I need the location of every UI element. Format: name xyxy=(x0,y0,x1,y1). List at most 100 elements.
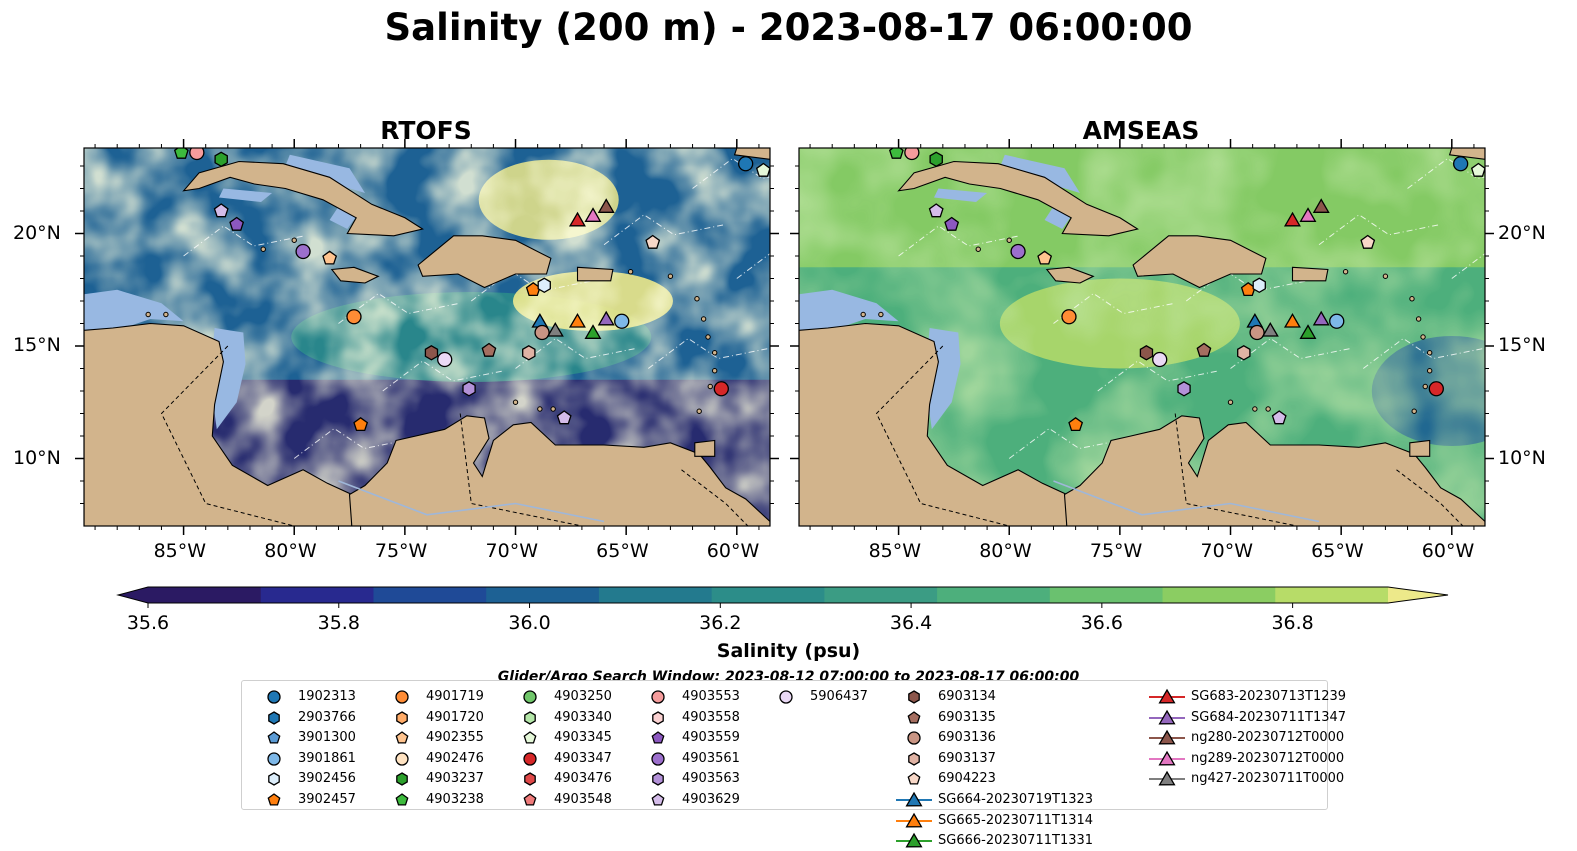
shelf-region xyxy=(1000,154,1080,193)
colorbar-tick-label: 36.8 xyxy=(1271,612,1314,634)
marker-4903563 xyxy=(1177,381,1191,397)
colorbar-bin xyxy=(148,587,262,603)
lon-tick-label: 70°W xyxy=(485,540,538,562)
colorbar-bin xyxy=(1049,587,1164,603)
legend-label: ng427-20230711T0000 xyxy=(1191,771,1345,787)
marker-SG665-20230711T1314 xyxy=(568,313,586,328)
marker-SG666-20230711T1331 xyxy=(584,324,602,339)
marker-6903136 xyxy=(1249,324,1265,341)
legend-label: 3901300 xyxy=(298,730,356,746)
marker-6903135 xyxy=(1196,342,1212,357)
colorbar-tick-label: 35.6 xyxy=(126,612,170,634)
marker-4903629 xyxy=(928,203,944,218)
legend-label: 4902476 xyxy=(426,750,484,766)
lat-tick-label: 15°N xyxy=(13,334,61,356)
marker-4903559 xyxy=(229,216,245,231)
land-mass xyxy=(182,160,424,237)
marker-3901861 xyxy=(614,313,630,329)
land-mass xyxy=(1045,266,1095,284)
marker-SG665-20230711T1314 xyxy=(1283,313,1301,328)
maps-svg xyxy=(75,139,1494,608)
legend-label: 4903559 xyxy=(682,730,740,746)
marker-1902313 xyxy=(1453,156,1469,172)
colorbar-tick-label: 36.0 xyxy=(508,612,551,634)
colorbar-tick-label: 36.4 xyxy=(889,612,933,634)
legend-label: ng280-20230712T0000 xyxy=(1191,730,1345,746)
colorbar-bin xyxy=(486,587,600,603)
land-mass xyxy=(84,322,353,526)
marker-4903629 xyxy=(1271,410,1287,425)
legend-label: SG665-20230711T1314 xyxy=(938,812,1094,828)
land-mass xyxy=(576,266,614,282)
marker-6903137 xyxy=(522,345,536,361)
legend-label: 6904223 xyxy=(938,771,996,787)
land-mass xyxy=(417,235,552,289)
marker-4903563 xyxy=(462,381,476,397)
marker-6903135 xyxy=(481,342,497,357)
land-mass xyxy=(897,160,1139,237)
shelf-region xyxy=(219,188,273,202)
marker-ng427-20230711T0000 xyxy=(546,322,564,337)
marker-4903559 xyxy=(944,216,960,231)
marker-4902355 xyxy=(1037,250,1053,265)
marker-4901719 xyxy=(1061,309,1077,325)
legend-label: 6903135 xyxy=(938,709,996,725)
marker-ng289-20230712T0000 xyxy=(1299,207,1317,222)
legend-label: 4903238 xyxy=(426,792,484,807)
colorbar-bin xyxy=(1275,587,1389,603)
marker-4903238 xyxy=(888,148,904,159)
legend-label: 4903476 xyxy=(554,771,612,787)
land-mass xyxy=(1448,148,1485,160)
marker-3902457 xyxy=(353,416,369,432)
colorbar-tick-label: 36.6 xyxy=(1080,612,1123,634)
marker-SG683-20230713T1239 xyxy=(1283,211,1301,227)
legend-label: 4903561 xyxy=(682,750,740,766)
marker-4903347 xyxy=(1428,381,1444,397)
lon-tick-label: 70°W xyxy=(1200,540,1253,562)
lat-tick-label: 15°N xyxy=(1498,334,1546,356)
marker-3902456 xyxy=(1252,277,1266,294)
marker-4903553 xyxy=(904,148,920,161)
lat-tick-label: 10°N xyxy=(1498,446,1546,469)
lon-tick-label: 75°W xyxy=(1089,540,1143,562)
panel-title-amseas: AMSEAS xyxy=(1082,116,1200,145)
land-mass xyxy=(330,266,380,284)
legend-label: 4903237 xyxy=(426,771,484,787)
colorbar-bin xyxy=(373,587,487,603)
legend-label: 4901720 xyxy=(426,709,484,725)
land-mass xyxy=(1291,266,1329,282)
marker-1902313 xyxy=(738,156,754,172)
lat-tick-label: 10°N xyxy=(13,446,61,469)
legend-label: 4903345 xyxy=(554,730,612,746)
marker-4903561 xyxy=(295,243,311,260)
rtofs-map xyxy=(75,139,779,535)
marker-SG683-20230713T1239 xyxy=(568,211,586,227)
lon-tick-label: 80°W xyxy=(264,540,317,562)
colorbar-bin xyxy=(824,587,938,603)
colorbar-label: Salinity (psu) xyxy=(716,640,861,662)
panel-title-rtofs: RTOFS xyxy=(380,116,472,145)
marker-4903561 xyxy=(1010,243,1026,260)
marker-3902456 xyxy=(537,277,551,294)
legend-label: SG684-20230711T1347 xyxy=(1191,709,1347,725)
marker-4903238 xyxy=(173,148,189,159)
marker-5906437 xyxy=(1152,351,1168,368)
legend-label: 3902457 xyxy=(298,792,356,807)
marker-3902457 xyxy=(1068,416,1084,432)
legend-label: SG664-20230719T1323 xyxy=(938,792,1094,807)
marker-4902355 xyxy=(322,250,338,265)
legend-label: 4903563 xyxy=(682,771,740,787)
marker-4903553 xyxy=(189,148,205,161)
marker-SG684-20230711T1347 xyxy=(597,310,615,326)
legend-label: 6903137 xyxy=(938,750,996,766)
legend-label: 3901861 xyxy=(298,750,356,766)
colorbar-extend-min xyxy=(118,587,148,603)
legend-label: 6903136 xyxy=(938,730,996,746)
legend-label: SG683-20230713T1239 xyxy=(1191,689,1347,704)
legend-label: 3902456 xyxy=(298,771,356,787)
colorbar-bin xyxy=(260,587,374,603)
legend-label: 6903134 xyxy=(938,689,996,704)
lon-tick-label: 60°W xyxy=(706,540,760,562)
colorbar-bin xyxy=(711,587,825,603)
marker-6904223 xyxy=(1360,234,1376,249)
